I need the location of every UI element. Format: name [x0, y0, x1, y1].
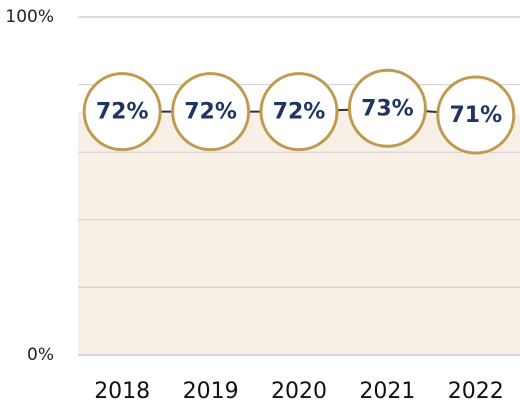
x-tick-label: 2019	[183, 379, 239, 404]
x-tick-label: 2020	[271, 379, 327, 404]
y-tick-label: 100%	[5, 7, 54, 27]
area	[78, 108, 520, 355]
marker	[347, 68, 427, 148]
data-label: 73%	[361, 96, 414, 121]
marker	[436, 75, 516, 155]
y-tick-label: 0%	[27, 345, 54, 365]
marker	[82, 72, 162, 152]
x-tick-label: 2018	[94, 379, 150, 404]
data-label: 72%	[273, 100, 326, 125]
data-label: 71%	[449, 103, 502, 128]
marker	[259, 72, 339, 152]
x-tick-label: 2022	[448, 379, 504, 404]
data-label: 72%	[96, 100, 149, 125]
x-tick-label: 2021	[359, 379, 415, 404]
data-label: 72%	[184, 100, 237, 125]
marker	[171, 72, 251, 152]
